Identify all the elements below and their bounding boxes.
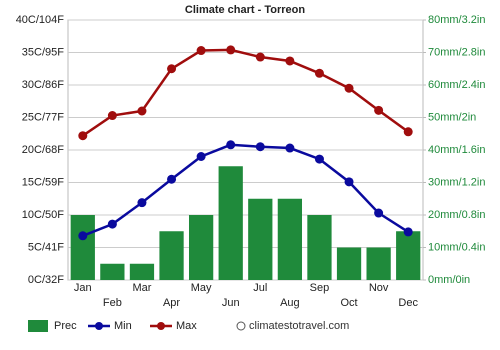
point (255, 142, 265, 152)
point (107, 219, 117, 229)
y-tick-label: 40C/104F (16, 14, 65, 26)
x-tick-label: Mar (132, 282, 151, 294)
point (226, 140, 236, 150)
legend-label: Min (114, 320, 132, 332)
point (137, 106, 147, 116)
point (137, 198, 147, 208)
point (255, 52, 265, 62)
point (167, 64, 177, 74)
point (196, 46, 206, 56)
y2-tick-label: 30mm/1.2in (428, 176, 485, 188)
bar (248, 198, 273, 280)
x-tick-label: Jan (74, 282, 92, 294)
point (344, 177, 354, 187)
bar (159, 231, 184, 280)
point (403, 127, 413, 137)
point (107, 111, 117, 121)
y2-tick-label: 40mm/1.6in (428, 144, 485, 156)
point (403, 227, 413, 237)
bar (336, 247, 362, 280)
x-tick-label: Sep (310, 282, 330, 294)
point (344, 83, 354, 93)
point (374, 105, 384, 115)
y2-tick-label: 0mm/0in (428, 274, 470, 286)
x-tick-label: Jul (253, 282, 267, 294)
x-tick-label: Jun (222, 297, 240, 309)
legend-swatch (157, 322, 165, 330)
point (167, 174, 177, 184)
bar (218, 166, 243, 280)
point (374, 208, 384, 218)
legend-swatch (28, 320, 48, 332)
y2-tick-label: 60mm/2.4in (428, 79, 485, 91)
y-tick-label: 30C/86F (22, 79, 64, 91)
x-tick-label: May (191, 282, 212, 294)
y-tick-label: 20C/68F (22, 144, 64, 156)
y2-tick-label: 50mm/2in (428, 111, 476, 123)
y-tick-label: 35C/95F (22, 46, 64, 58)
chart-title: Climate chart - Torreon (185, 4, 305, 16)
point (314, 68, 324, 78)
legend-label: Max (176, 320, 197, 332)
bar (129, 263, 155, 280)
bar (277, 198, 303, 280)
legend-swatch (95, 322, 103, 330)
y-tick-label: 5C/41F (28, 241, 64, 253)
y2-tick-label: 70mm/2.8in (428, 46, 485, 58)
point (285, 56, 295, 66)
point (226, 45, 236, 55)
point (78, 231, 88, 241)
x-tick-label: Feb (103, 297, 122, 309)
watermark-icon (236, 321, 246, 331)
y2-tick-label: 10mm/0.4in (428, 241, 485, 253)
x-tick-label: Dec (398, 297, 418, 309)
line (82, 48, 409, 137)
bar (100, 263, 125, 280)
bar (307, 215, 332, 280)
point (78, 131, 88, 141)
y-tick-label: 25C/77F (22, 111, 64, 123)
x-tick-label: Oct (340, 297, 357, 309)
bar (188, 215, 214, 280)
point (196, 152, 206, 161)
y-tick-label: 10C/50F (22, 209, 64, 221)
y-tick-label: 0C/32F (28, 274, 64, 286)
point (314, 154, 324, 164)
y2-tick-label: 80mm/3.2in (428, 14, 485, 26)
y2-tick-label: 20mm/0.8in (428, 209, 485, 221)
bar (396, 231, 421, 280)
line (82, 143, 409, 237)
x-tick-label: Aug (280, 297, 300, 309)
legend-label: Prec (54, 320, 77, 332)
watermark: climatestotravel.com (249, 320, 349, 332)
y-tick-label: 15C/59F (22, 176, 64, 188)
bar (366, 247, 391, 280)
x-tick-label: Apr (163, 297, 180, 309)
x-tick-label: Nov (369, 282, 389, 294)
point (285, 143, 295, 153)
bar (70, 215, 95, 280)
